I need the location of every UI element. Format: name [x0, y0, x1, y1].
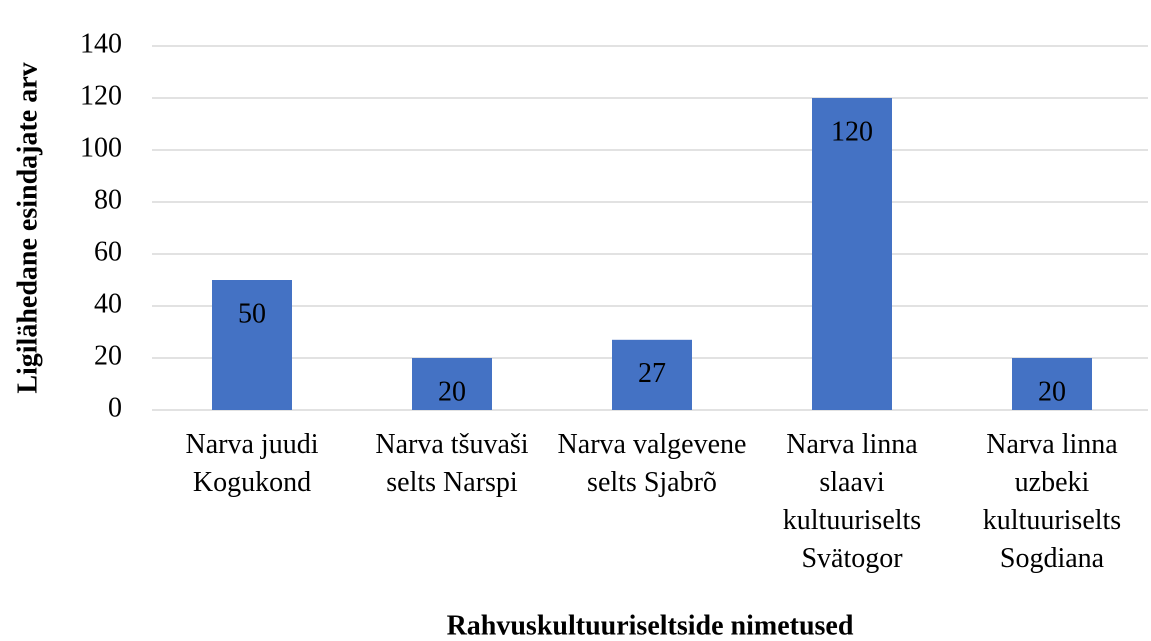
x-tick-label: Narva valgevene selts Sjabrõ — [557, 429, 747, 498]
y-axis-title: Ligilähedane esindajate arv — [12, 62, 43, 393]
y-tick-label: 0 — [108, 392, 122, 423]
y-tick-label: 140 — [80, 28, 122, 59]
bar — [412, 358, 492, 410]
data-label: 120 — [831, 116, 873, 147]
bar — [612, 339, 692, 410]
x-tick-label: Narva linna uzbeki kultuuriselts Sogdian… — [982, 429, 1122, 574]
y-tick-label: 20 — [94, 340, 122, 371]
y-tick-label: 120 — [80, 80, 122, 111]
y-tick-label: 40 — [94, 288, 122, 319]
x-axis-title: Rahvuskultuuriseltside nimetused — [447, 610, 854, 641]
bar — [212, 280, 292, 410]
x-tick-label: Narva juudi Kogukond — [185, 429, 319, 498]
y-tick-label: 80 — [94, 184, 122, 215]
data-label: 27 — [638, 358, 666, 389]
bar — [812, 98, 892, 410]
x-tick-label: Narva linna slaavi kultuuriselts Svätogo… — [782, 429, 922, 574]
x-tick-label: Narva tšuvaši selts Narspi — [375, 429, 529, 498]
data-label: 20 — [438, 376, 466, 407]
data-label: 50 — [238, 298, 266, 329]
bar — [1012, 358, 1092, 410]
y-tick-label: 100 — [80, 132, 122, 163]
y-tick-label: 60 — [94, 236, 122, 267]
data-label: 20 — [1038, 376, 1066, 407]
